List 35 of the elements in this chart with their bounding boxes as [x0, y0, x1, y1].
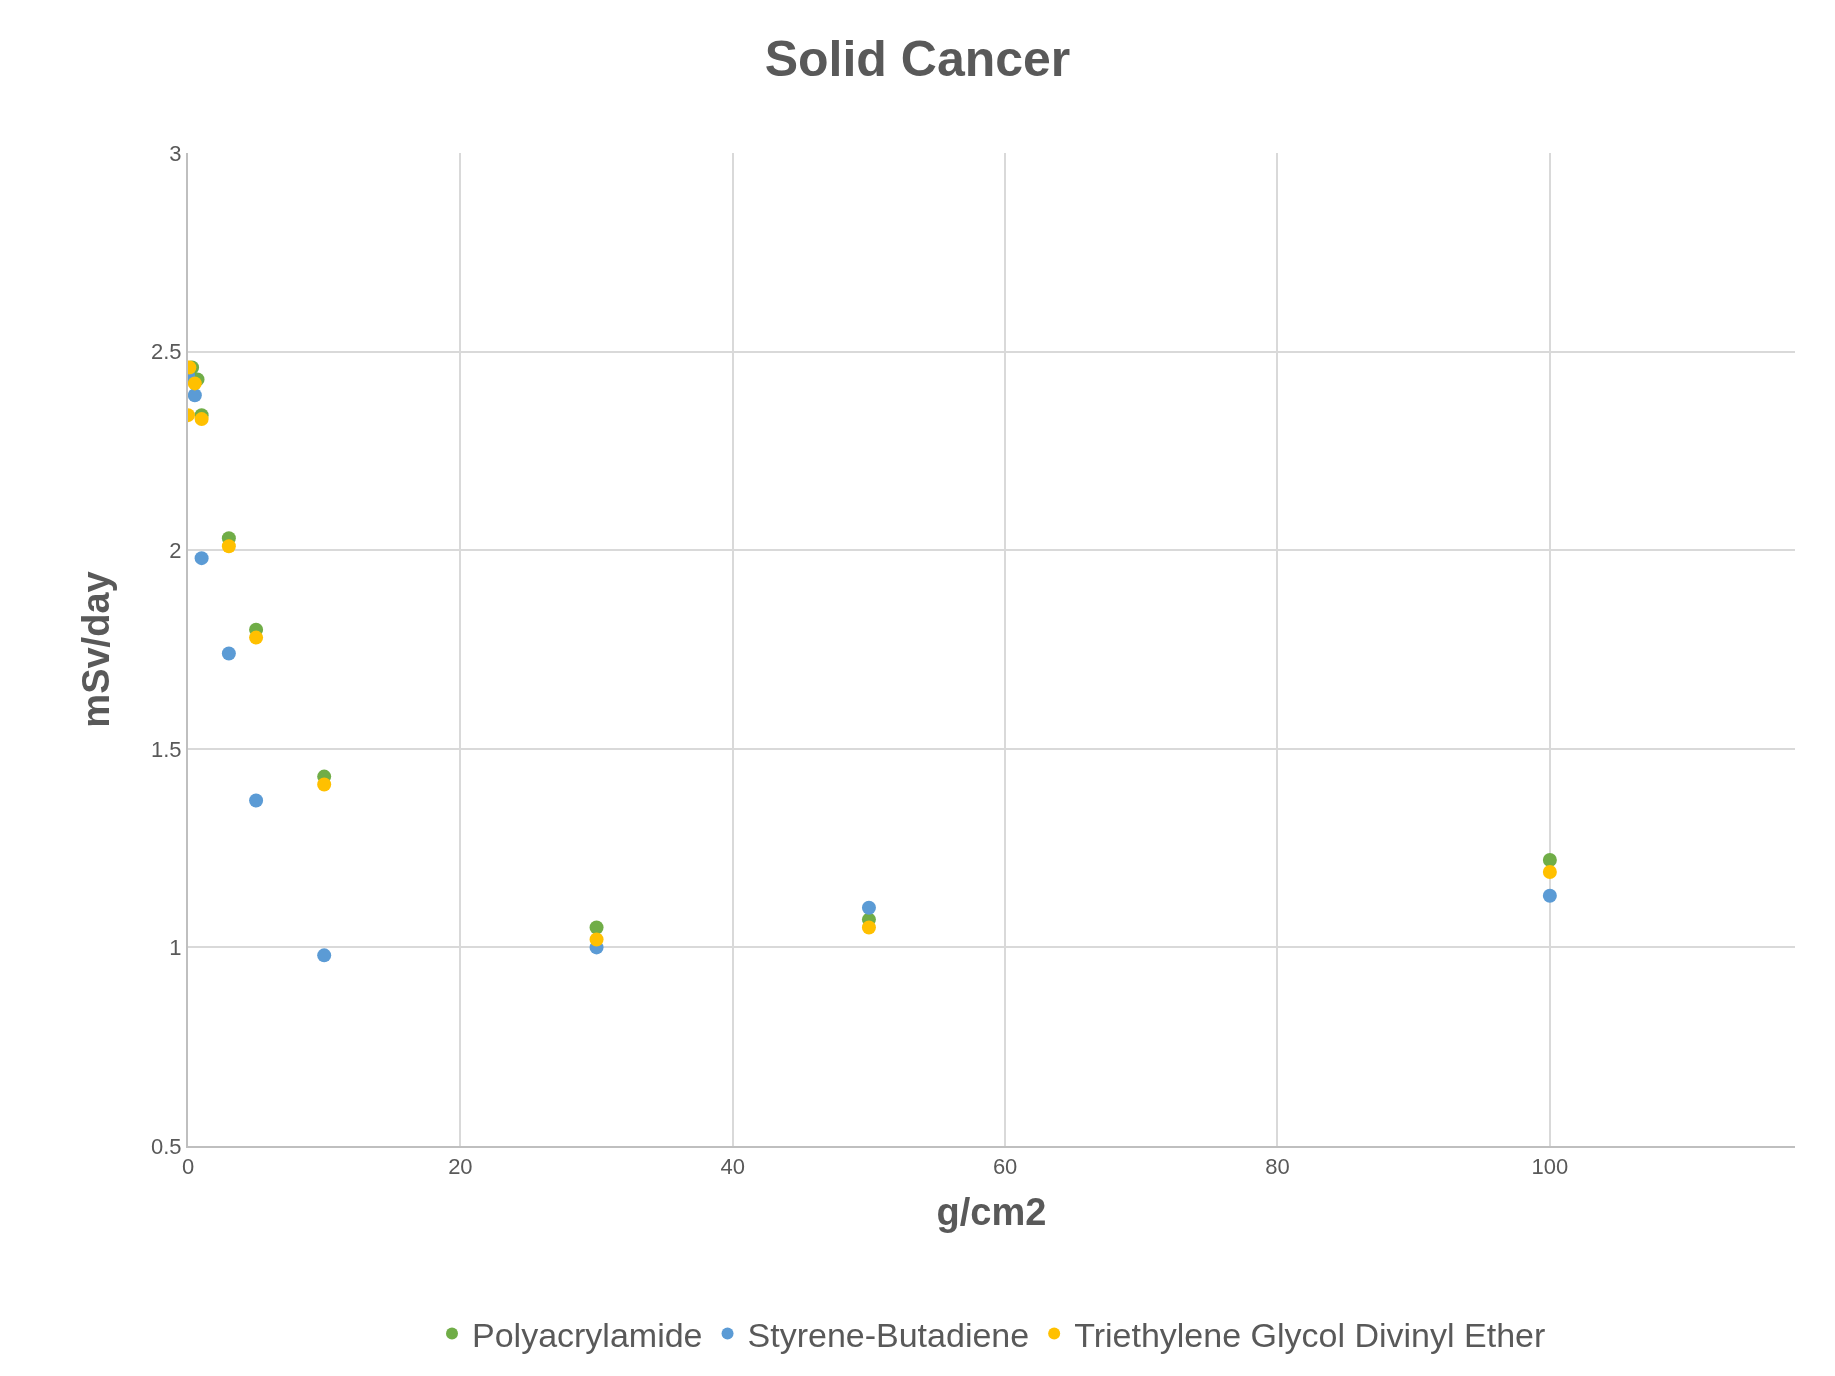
legend-label: Styrene-Butadiene	[747, 1315, 1030, 1354]
point	[589, 920, 604, 935]
point	[194, 551, 209, 566]
x-axis-title: g/cm2	[936, 1191, 1047, 1233]
point	[1542, 864, 1557, 879]
y-tick-label: 0.5	[151, 1133, 182, 1159]
y-axis-title: mSv/day	[74, 571, 117, 728]
chart-title: Solid Cancer	[764, 31, 1071, 88]
legend-label: Triethylene Glycol Divinyl Ether	[1074, 1315, 1546, 1354]
x-tick-label: 80	[1265, 1154, 1290, 1180]
point	[1542, 888, 1557, 903]
point	[589, 932, 604, 947]
point	[861, 920, 876, 935]
y-tick-label: 1	[169, 935, 182, 961]
y-tick-label: 3	[169, 140, 182, 166]
legend-label: Polyacrylamide	[472, 1315, 703, 1354]
x-tick-label: 60	[992, 1154, 1018, 1180]
point	[194, 412, 209, 427]
point	[188, 376, 202, 391]
point	[249, 793, 264, 808]
point	[221, 539, 236, 554]
point	[1542, 853, 1557, 868]
x-tick-label: 100	[1531, 1154, 1569, 1180]
point	[317, 948, 332, 963]
point	[249, 630, 264, 645]
x-tick-label: 20	[448, 1154, 473, 1180]
point	[861, 900, 876, 915]
y-tick-label: 2	[169, 537, 182, 563]
point	[188, 388, 202, 403]
y-tick-label: 2.5	[151, 339, 182, 365]
x-tick-label: 0	[181, 1154, 195, 1180]
point	[221, 646, 236, 661]
x-tick-label: 40	[720, 1154, 745, 1180]
point	[317, 777, 332, 792]
y-tick-label: 1.5	[151, 736, 182, 762]
